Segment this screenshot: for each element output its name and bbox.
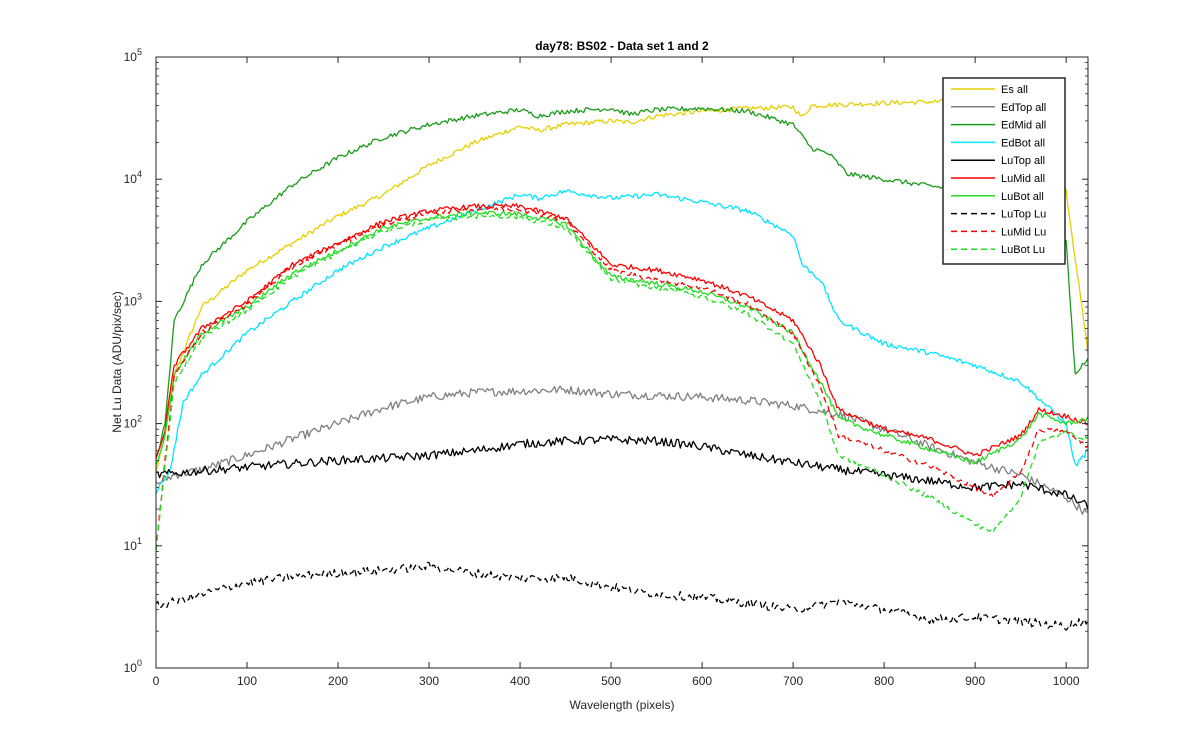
legend-label: Es all: [1001, 84, 1028, 96]
y-tick-label: 101: [124, 536, 142, 553]
y-axis-label: Net Lu Data (ADU/pix/sec): [110, 291, 124, 432]
legend-label: LuBot Lu: [1001, 244, 1045, 256]
legend-label: EdMid all: [1001, 120, 1046, 132]
x-tick-label: 300: [419, 674, 439, 688]
series-line-lutop-all: [156, 434, 1088, 511]
series-line-edbot-all: [156, 189, 1088, 494]
series-line-lutop-lu: [156, 561, 1088, 631]
x-tick-label: 800: [874, 674, 894, 688]
series-line-es-all: [156, 98, 1088, 472]
axes: 0 100 200 300 400 500 600 700 800 900 1000 100 101 10…: [124, 47, 1089, 688]
y-tick-label: 103: [124, 291, 142, 308]
chart-title: day78: BS02 - Data set 1 and 2: [535, 39, 709, 53]
y-tick-label: 100: [124, 658, 142, 675]
series-lines: [156, 98, 1088, 631]
legend-label: EdBot all: [1001, 137, 1045, 149]
plot-area: [156, 98, 1088, 631]
y-tick-label: 102: [124, 414, 142, 431]
x-tick-label: 400: [510, 674, 530, 688]
y-tick-label: 104: [124, 169, 142, 186]
y-tick-label: 105: [124, 47, 142, 64]
x-tick-label: 1000: [1053, 674, 1080, 688]
legend-label: LuTop Lu: [1001, 209, 1046, 221]
x-tick-label: 600: [692, 674, 712, 688]
x-tick-label: 900: [965, 674, 985, 688]
series-line-lumid-lu: [156, 206, 1088, 551]
series-line-lubot-lu: [156, 213, 1088, 551]
x-axis-label: Wavelength (pixels): [570, 698, 675, 712]
legend-box: [942, 77, 1066, 265]
x-tick-label: 200: [328, 674, 348, 688]
x-tick-label: 0: [153, 674, 160, 688]
series-line-lumid-all: [156, 203, 1088, 459]
legend-label: LuBot all: [1001, 191, 1044, 203]
series-line-edtop-all: [156, 385, 1088, 515]
legend-label: EdTop all: [1001, 102, 1046, 114]
x-tick-label: 700: [783, 674, 803, 688]
legend-label: LuTop all: [1001, 155, 1045, 167]
x-tick-label: 100: [237, 674, 257, 688]
axes-box: [155, 56, 1089, 669]
series-line-edmid-all: [156, 106, 1088, 459]
x-tick-label: 500: [601, 674, 621, 688]
legend-label: LuMid Lu: [1001, 226, 1046, 238]
legend-label: LuMid all: [1001, 173, 1045, 185]
legend: Es all EdTop all EdMid all EdBot all LuTop a…: [942, 77, 1066, 265]
